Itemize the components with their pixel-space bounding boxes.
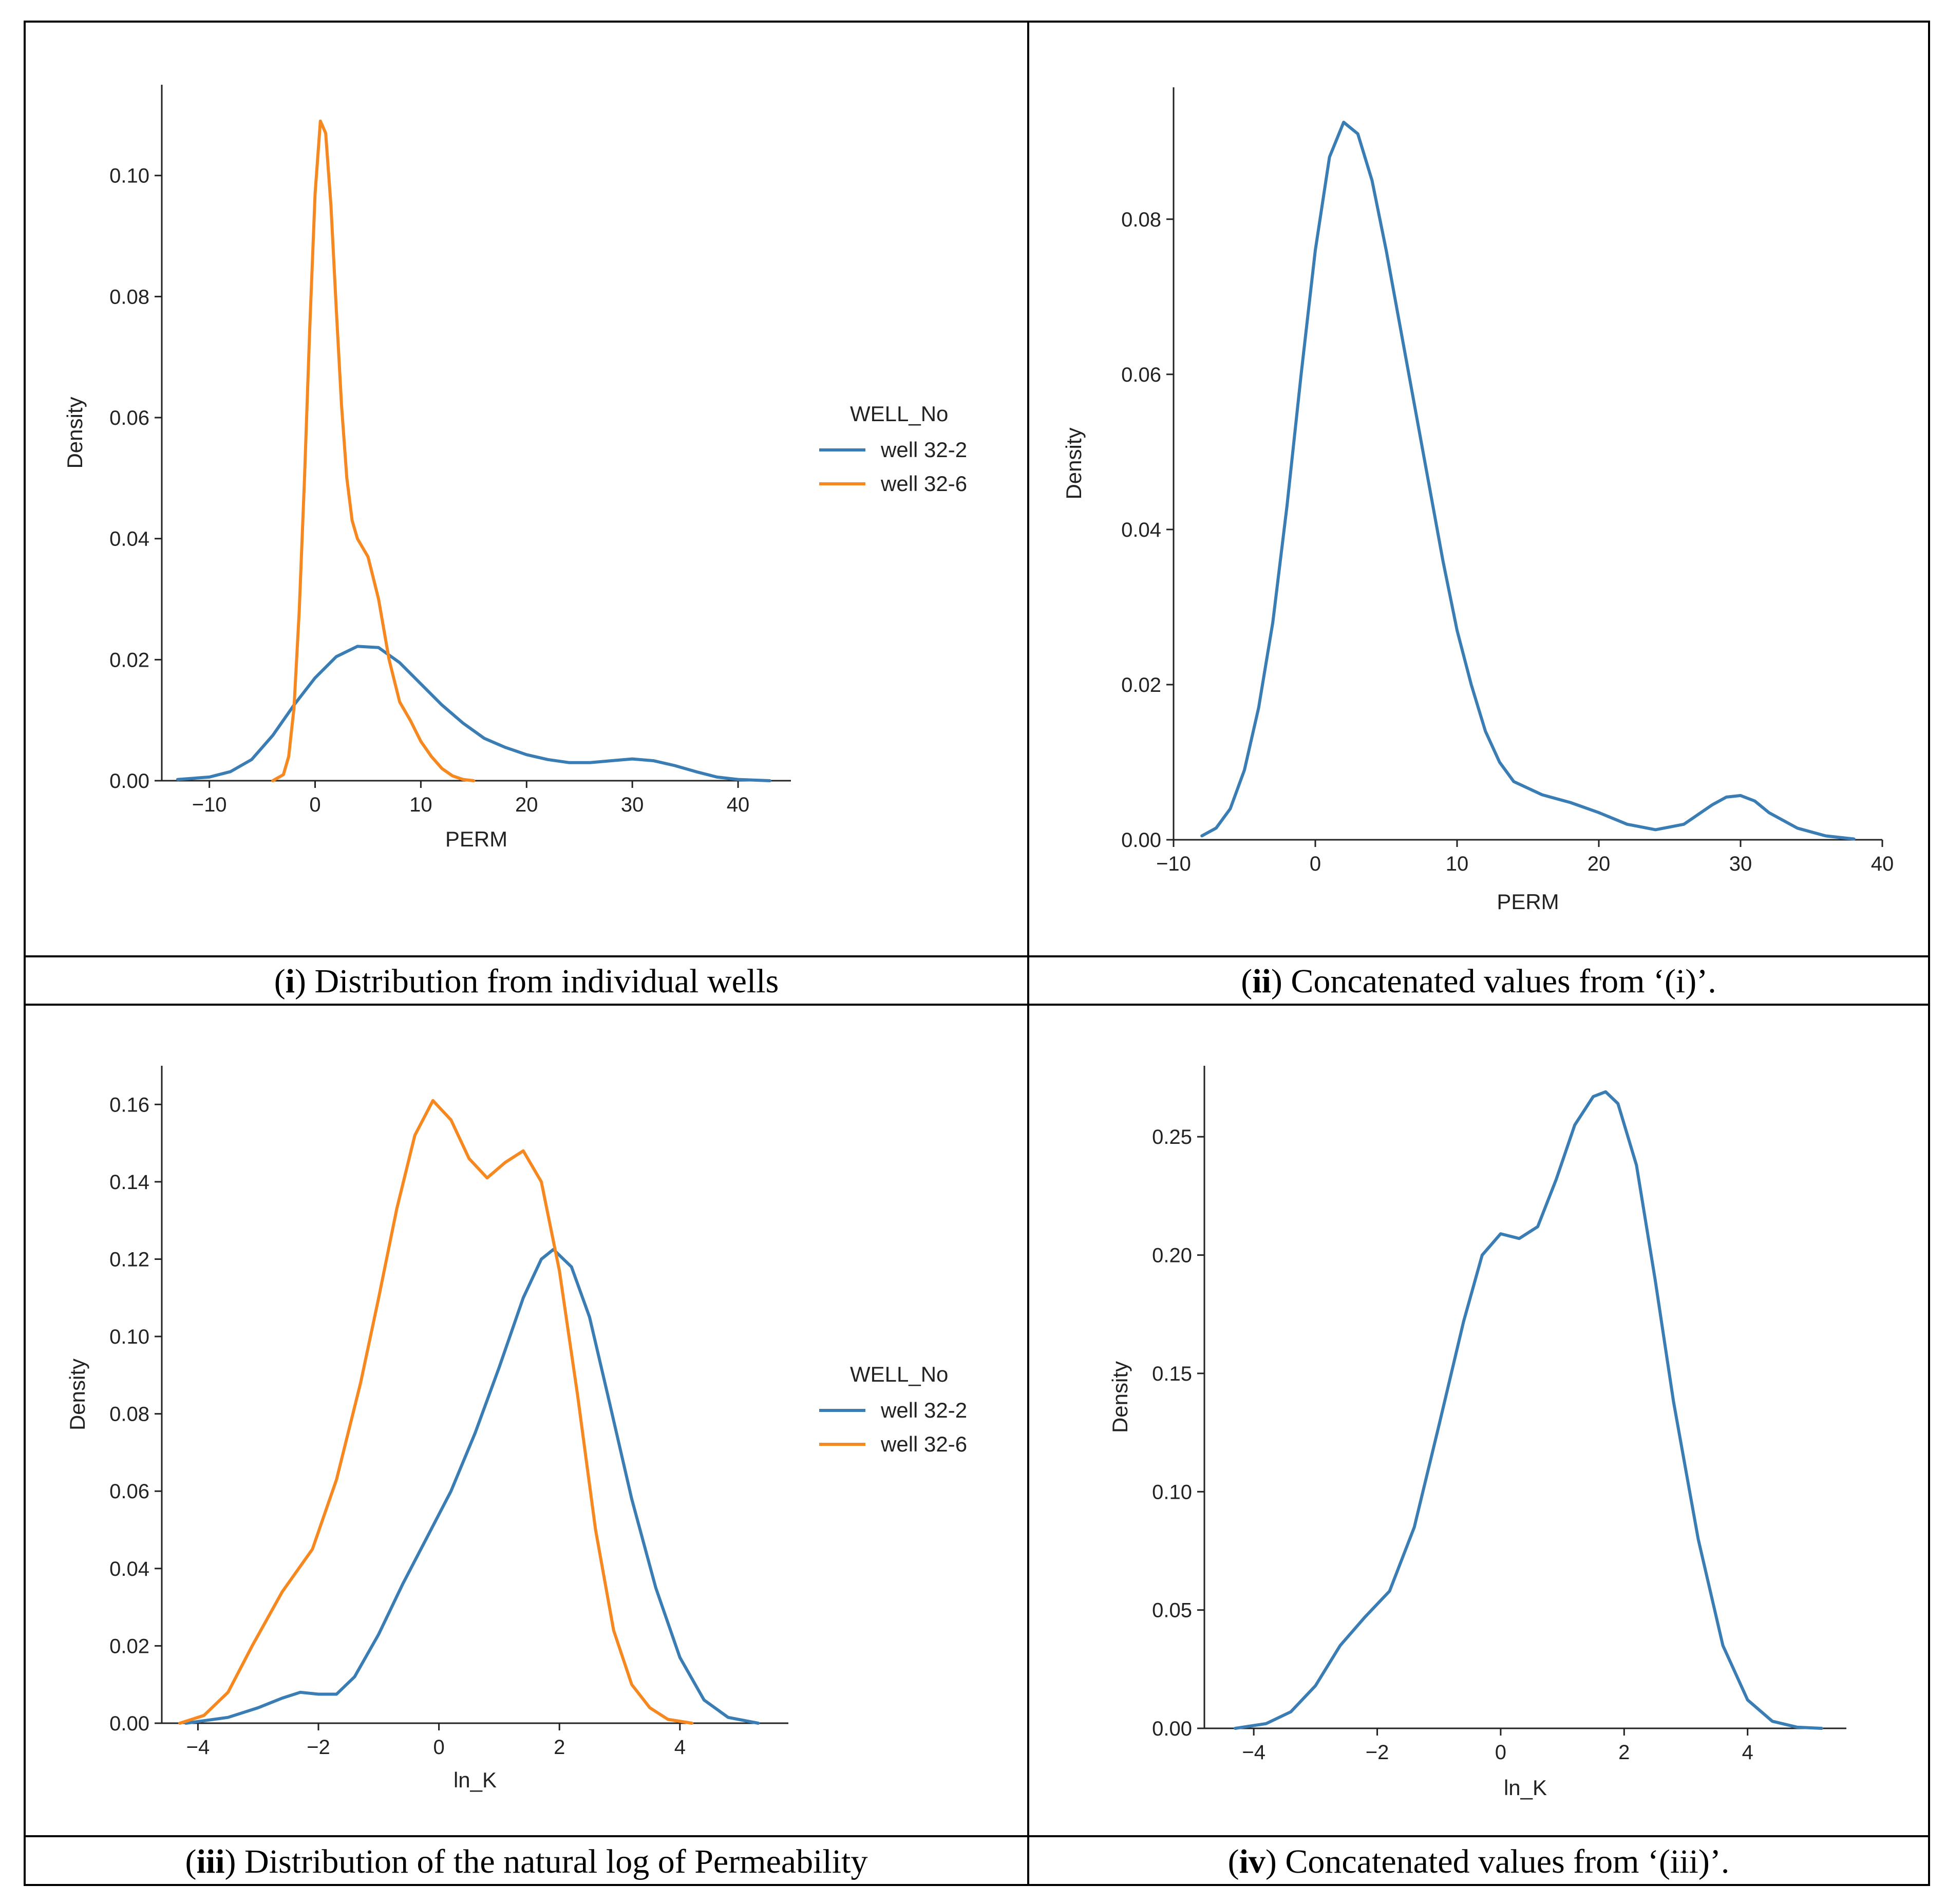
outer-border	[24, 21, 1930, 1886]
x-axis-label: ln_K	[1504, 1776, 1547, 1800]
x-tick-label: 0	[1310, 853, 1321, 875]
y-tick-label: 0.08	[109, 286, 149, 308]
y-tick-label: 0.20	[1152, 1245, 1192, 1267]
caption-i: (i) Distribution from individual wells	[274, 963, 779, 1000]
y-tick-label: 0.02	[109, 1635, 149, 1657]
y-tick-label: 0.08	[1121, 209, 1161, 231]
legend-entry: well 32-6	[880, 472, 967, 496]
caption-iii: (iii) Distribution of the natural log of…	[185, 1843, 868, 1880]
caption-iv: (iv) Concatenated values from ‘(iii)’.	[1228, 1843, 1730, 1880]
y-axis-label: Density	[1108, 1361, 1132, 1433]
x-tick-label: −10	[1156, 853, 1191, 875]
x-tick-label: 10	[1446, 853, 1469, 875]
series-line-well-32-6	[178, 1099, 694, 1725]
chart-iv: 0.00 0.05 0.10 0.15 0.20 0.25 −4 −2 0 2 4 ln_K Densi…	[1108, 1066, 1846, 1800]
y-tick-label: 0.25	[1152, 1126, 1192, 1148]
series-line-well-32-6	[271, 119, 476, 782]
y-tick-label: 0.06	[109, 1480, 149, 1503]
y-tick-label: 0.06	[109, 407, 149, 429]
caption-ii: (ii) Concatenated values from ‘(i)’.	[1241, 963, 1716, 1000]
x-tick-label: 30	[1729, 853, 1752, 875]
x-tick-label: 40	[727, 794, 750, 816]
x-tick-label: 20	[515, 794, 538, 816]
y-tick-label: 0.00	[1152, 1718, 1192, 1740]
y-tick-label: 0.00	[109, 1712, 149, 1735]
y-tick-label: 0.16	[109, 1094, 149, 1116]
x-tick-label: 10	[409, 794, 432, 816]
x-tick-label: −10	[192, 794, 227, 816]
y-axis-label: Density	[63, 397, 87, 468]
y-tick-label: 0.10	[1152, 1481, 1192, 1503]
x-tick-label: 2	[1618, 1741, 1630, 1764]
y-tick-label: 0.14	[109, 1171, 149, 1194]
x-tick-label: 4	[674, 1736, 686, 1759]
caption-i-label: i	[286, 963, 295, 1000]
series-line-well-32-2	[184, 1248, 760, 1725]
y-tick-label: 0.12	[109, 1248, 149, 1271]
y-tick-label: 0.04	[109, 528, 149, 551]
x-axis-label: PERM	[1497, 890, 1559, 914]
y-axis-label: Density	[65, 1359, 89, 1430]
x-tick-label: 30	[621, 794, 644, 816]
x-tick-label: 20	[1588, 853, 1611, 875]
y-tick-label: 0.15	[1152, 1363, 1192, 1385]
y-tick-label: 0.05	[1152, 1599, 1192, 1622]
chart-i: 0.00 0.02 0.04 0.06 0.08 0.10 −10 0 10 20 30 40 PERM…	[63, 85, 967, 851]
x-axis-label: PERM	[445, 827, 507, 851]
caption-iii-text: ) Distribution of the natural log of Per…	[225, 1843, 868, 1880]
legend-title: WELL_No	[850, 402, 948, 426]
caption-iv-text: ) Concatenated values from ‘(iii)’.	[1265, 1843, 1729, 1880]
x-tick-label: −4	[186, 1736, 210, 1759]
y-tick-label: 0.04	[109, 1558, 149, 1580]
legend-entry: well 32-2	[880, 438, 967, 462]
legend-entry: well 32-6	[880, 1432, 967, 1456]
x-tick-label: 0	[309, 794, 320, 816]
y-tick-label: 0.04	[1121, 519, 1161, 541]
caption-iii-label: iii	[197, 1843, 225, 1880]
x-tick-label: 0	[1495, 1741, 1506, 1764]
y-tick-label: 0.02	[1121, 674, 1161, 696]
caption-ii-label: ii	[1252, 963, 1271, 1000]
series-line-ln_k	[1234, 1090, 1823, 1730]
y-tick-label: 0.10	[109, 1326, 149, 1348]
x-tick-label: −4	[1242, 1741, 1265, 1764]
x-tick-label: 40	[1871, 853, 1894, 875]
caption-i-text: ) Distribution from individual wells	[295, 963, 779, 1000]
x-tick-label: 2	[554, 1736, 565, 1759]
x-axis-label: ln_K	[454, 1768, 497, 1792]
y-tick-label: 0.06	[1121, 364, 1161, 386]
caption-iv-label: iv	[1239, 1843, 1265, 1880]
caption-ii-text: ) Concatenated values from ‘(i)’.	[1271, 963, 1716, 1000]
chart-ii: 0.00 0.02 0.04 0.06 0.08 −10 0 10 20 30 40 PERM Dens…	[1062, 87, 1894, 914]
y-tick-label: 0.10	[109, 165, 149, 187]
y-tick-label: 0.00	[1121, 829, 1161, 852]
series-line-perm	[1200, 121, 1856, 841]
series-line-well-32-2	[176, 645, 771, 782]
y-tick-label: 0.00	[109, 770, 149, 793]
x-tick-label: −2	[307, 1736, 330, 1759]
legend-title: WELL_No	[850, 1362, 948, 1386]
chart-iii: 0.00 0.02 0.04 0.06 0.08 0.10 0.12 0.14 0.16 −4 −2…	[65, 1066, 967, 1792]
x-tick-label: −2	[1366, 1741, 1389, 1764]
y-tick-label: 0.02	[109, 649, 149, 671]
x-tick-label: 4	[1742, 1741, 1753, 1764]
panel-grid	[24, 21, 1930, 1886]
x-tick-label: 0	[433, 1736, 444, 1759]
legend-entry: well 32-2	[880, 1398, 967, 1422]
y-axis-label: Density	[1062, 427, 1086, 499]
y-tick-label: 0.08	[109, 1403, 149, 1426]
